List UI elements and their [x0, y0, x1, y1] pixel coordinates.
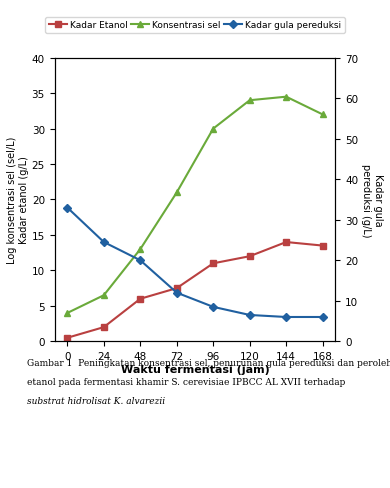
Kadar Etanol — [284, 240, 289, 245]
Konsentrasi sel — [101, 293, 106, 299]
Text: Gambar 1  Peningkatan konsentrasi sel, penurunan gula pereduksi dan perolehan: Gambar 1 Peningkatan konsentrasi sel, pe… — [27, 359, 390, 367]
Konsentrasi sel — [65, 310, 70, 316]
Kadar gula pereduksi — [247, 312, 252, 318]
Y-axis label: Log konsentrasi sel (sel/L)
Kadar etanol (g/L): Log konsentrasi sel (sel/L) Kadar etanol… — [7, 137, 29, 264]
Y-axis label: Kadar gula
pereduksi (g/L): Kadar gula pereduksi (g/L) — [361, 163, 383, 237]
Konsentrasi sel — [247, 98, 252, 104]
Kadar Etanol — [174, 285, 179, 291]
Konsentrasi sel — [138, 247, 143, 253]
Kadar gula pereduksi — [174, 290, 179, 296]
Legend: Kadar Etanol, Konsentrasi sel, Kadar gula pereduksi: Kadar Etanol, Konsentrasi sel, Kadar gul… — [46, 18, 344, 34]
Kadar gula pereduksi — [211, 305, 216, 310]
X-axis label: Waktu fermentasi (jam): Waktu fermentasi (jam) — [121, 364, 269, 374]
Kadar Etanol — [138, 296, 143, 302]
Line: Kadar Etanol: Kadar Etanol — [65, 240, 325, 341]
Kadar Etanol — [65, 335, 70, 341]
Konsentrasi sel — [320, 112, 325, 118]
Line: Konsentrasi sel: Konsentrasi sel — [64, 94, 326, 317]
Kadar Etanol — [247, 254, 252, 260]
Text: substrat hidrolisat K. alvarezii: substrat hidrolisat K. alvarezii — [27, 396, 165, 405]
Kadar gula pereduksi — [101, 240, 106, 245]
Kadar gula pereduksi — [138, 258, 143, 264]
Kadar Etanol — [211, 261, 216, 266]
Kadar Etanol — [320, 243, 325, 249]
Konsentrasi sel — [174, 190, 179, 196]
Konsentrasi sel — [211, 126, 216, 132]
Kadar gula pereduksi — [284, 314, 289, 320]
Kadar gula pereduksi — [65, 205, 70, 211]
Kadar gula pereduksi — [320, 314, 325, 320]
Konsentrasi sel — [284, 95, 289, 101]
Line: Kadar gula pereduksi: Kadar gula pereduksi — [65, 205, 325, 320]
Text: etanol pada fermentasi khamir S. cerevisiae IPBCC AL XVII terhadap: etanol pada fermentasi khamir S. cerevis… — [27, 377, 346, 386]
Kadar Etanol — [101, 325, 106, 330]
